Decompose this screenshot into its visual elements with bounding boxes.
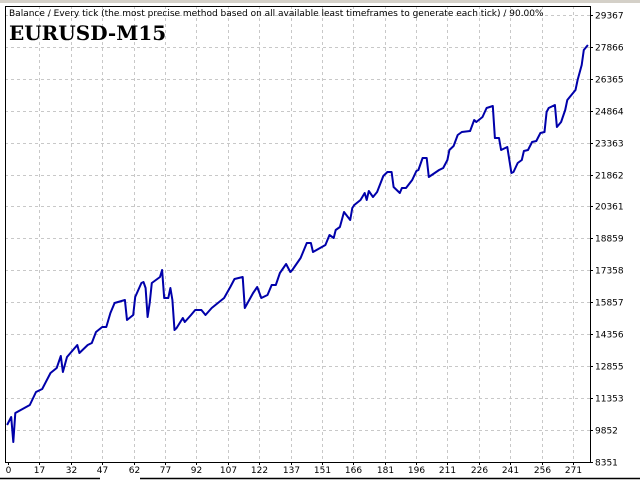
x-tick-label: 62 xyxy=(129,466,140,476)
y-tick-label: 29367 xyxy=(595,12,624,22)
y-tick-label: 20361 xyxy=(595,203,624,213)
x-tick-label: 47 xyxy=(97,466,108,476)
x-tick-label: 196 xyxy=(408,466,425,476)
x-tick-label: 241 xyxy=(502,466,519,476)
y-tick-label: 9852 xyxy=(595,427,618,437)
x-tick-label: 151 xyxy=(314,466,331,476)
y-tick-label: 17358 xyxy=(595,267,624,277)
x-tick-label: 77 xyxy=(160,466,171,476)
x-tick-label: 181 xyxy=(377,466,394,476)
x-tick-label: 211 xyxy=(439,466,456,476)
x-tick-label: 0 xyxy=(6,466,12,476)
x-tick-label: 107 xyxy=(220,466,237,476)
window-top-border xyxy=(0,0,640,3)
y-tick-label: 18859 xyxy=(595,235,624,245)
plot-frame xyxy=(5,6,591,463)
x-tick-label: 137 xyxy=(283,466,300,476)
x-tick-label: 32 xyxy=(66,466,77,476)
x-axis: 0 17 32 47 62 77 92 107 122 137 151 166 181 196 211 226… xyxy=(6,462,582,476)
y-tick-label: 27866 xyxy=(595,44,624,54)
y-tick-label: 24864 xyxy=(595,108,624,118)
y-tick-label: 23363 xyxy=(595,140,624,150)
chart-subtitle: Balance / Every tick (the most precise m… xyxy=(9,9,544,19)
x-tick-label: 271 xyxy=(565,466,582,476)
grid xyxy=(5,6,590,462)
x-tick-label: 256 xyxy=(534,466,551,476)
y-tick-label: 26365 xyxy=(595,76,624,86)
x-tick-label: 122 xyxy=(251,466,268,476)
x-tick-label: 17 xyxy=(34,466,45,476)
y-tick-label: 15857 xyxy=(595,299,624,309)
x-tick-label: 166 xyxy=(345,466,362,476)
y-tick-label: 12855 xyxy=(595,363,624,373)
x-tick-label: 92 xyxy=(191,466,202,476)
y-axis: 29367 27866 26365 24864 23363 21862 20361 18859… xyxy=(590,12,624,469)
balance-line xyxy=(6,44,589,443)
x-tick-label: 226 xyxy=(471,466,488,476)
y-tick-label: 14356 xyxy=(595,331,624,341)
y-tick-label: 8351 xyxy=(595,459,618,469)
y-tick-label: 21862 xyxy=(595,172,624,182)
chart-title: EURUSD-M15 xyxy=(9,21,166,45)
y-tick-label: 11353 xyxy=(595,395,624,405)
